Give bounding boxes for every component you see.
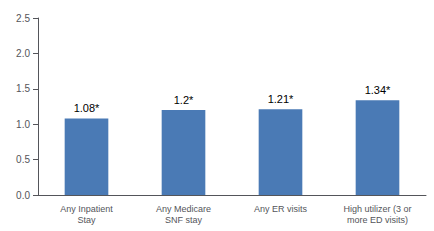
svg-text:Any Medicare: Any Medicare (156, 204, 211, 214)
svg-text:2.0: 2.0 (16, 48, 30, 59)
svg-text:1.34*: 1.34* (365, 84, 391, 96)
svg-text:1.5: 1.5 (16, 83, 30, 94)
svg-text:0.5: 0.5 (16, 154, 30, 165)
svg-text:Stay: Stay (77, 215, 96, 225)
svg-text:Any ER visits: Any ER visits (254, 204, 308, 214)
svg-text:1.08*: 1.08* (74, 102, 100, 114)
svg-text:Any Inpatient: Any Inpatient (60, 204, 113, 214)
svg-text:SNF stay: SNF stay (165, 215, 203, 225)
svg-text:1.2*: 1.2* (174, 94, 194, 106)
svg-text:2.5: 2.5 (16, 13, 30, 24)
svg-text:High utilizer (3 or: High utilizer (3 or (343, 204, 411, 214)
svg-text:more ED visits): more ED visits) (347, 215, 408, 225)
svg-text:0.0: 0.0 (16, 190, 30, 201)
svg-text:1.21*: 1.21* (268, 93, 294, 105)
svg-text:1.0: 1.0 (16, 119, 30, 130)
